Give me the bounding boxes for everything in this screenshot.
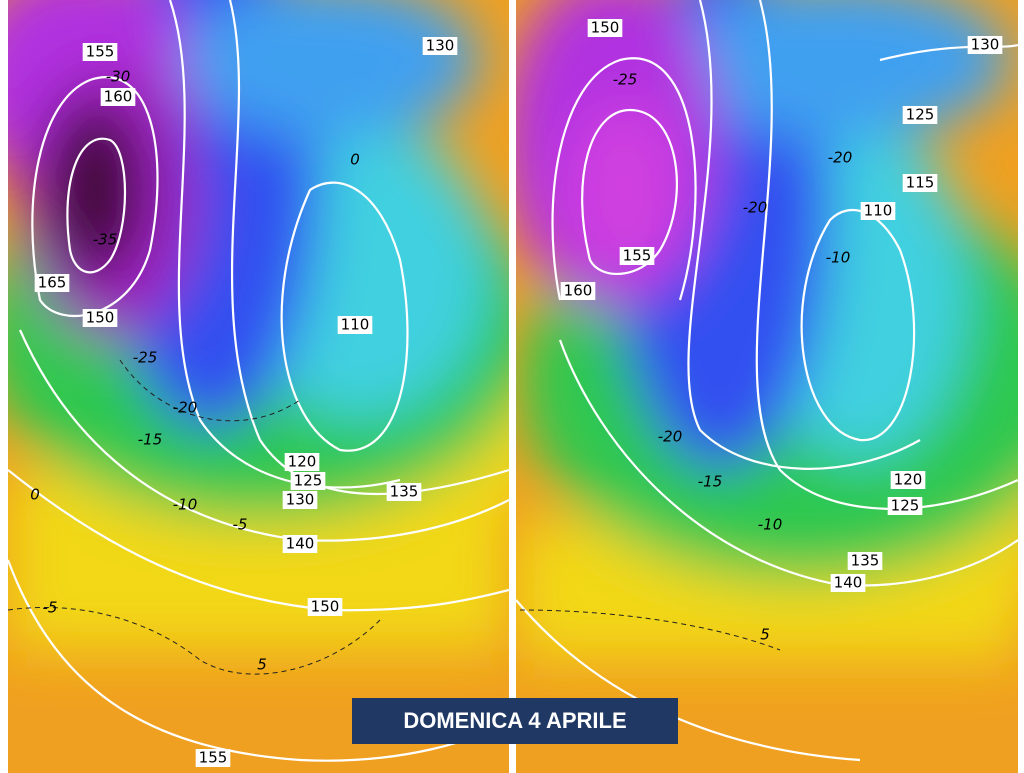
isotherm-label: -15 xyxy=(698,473,723,491)
contour-label: 115 xyxy=(906,174,935,192)
contour-label: 130 xyxy=(971,36,1000,54)
label-box xyxy=(195,749,231,767)
label-box xyxy=(619,247,655,265)
contour-label: 130 xyxy=(426,37,455,55)
contour-label: 155 xyxy=(199,749,228,767)
contour-label: 150 xyxy=(591,19,620,37)
contour-label: 130 xyxy=(286,491,315,509)
label-box xyxy=(890,471,926,489)
label-box xyxy=(307,598,343,616)
label-box xyxy=(82,309,118,327)
isotherm-label: 5 xyxy=(760,626,770,644)
label-box xyxy=(82,43,118,61)
isotherm-label: -10 xyxy=(758,516,783,534)
label-box xyxy=(422,37,458,55)
label-box xyxy=(282,535,318,553)
contour-label: 155 xyxy=(623,247,652,265)
isotherm-label: -5 xyxy=(43,599,58,617)
contour-label: 160 xyxy=(104,88,133,106)
contour-label: 125 xyxy=(891,497,920,515)
isotherm-label: -25 xyxy=(133,349,158,367)
contour-label: 120 xyxy=(894,471,923,489)
label-box xyxy=(100,88,136,106)
contour-label: 110 xyxy=(341,316,370,334)
contour-label: 160 xyxy=(564,282,593,300)
isotherm-label: -35 xyxy=(93,231,118,249)
isotherm-label: 0 xyxy=(350,151,360,169)
label-box xyxy=(847,552,883,570)
contour-label: 120 xyxy=(288,453,317,471)
isotherm-label: -10 xyxy=(826,249,851,267)
contour-label: 155 xyxy=(86,43,115,61)
contour-label: 140 xyxy=(834,574,863,592)
isotherm-label: 0 xyxy=(30,486,40,504)
label-box xyxy=(560,282,596,300)
isotherm-label: 5 xyxy=(257,656,267,674)
divider xyxy=(509,0,516,773)
caption: DOMENICA 4 APRILE xyxy=(403,708,626,733)
contour-label: 140 xyxy=(286,535,315,553)
contour-label: 135 xyxy=(851,552,880,570)
isotherm-label: -20 xyxy=(658,428,683,446)
isotherm-label: -30 xyxy=(106,68,131,86)
label-box xyxy=(830,574,866,592)
contour-label: 135 xyxy=(390,483,419,501)
contour-label: 150 xyxy=(311,598,340,616)
contour-label: 125 xyxy=(906,106,935,124)
label-box xyxy=(337,316,373,334)
contour-label: 165 xyxy=(38,274,67,292)
isotherm-label: -5 xyxy=(233,516,248,534)
isotherm-label: -25 xyxy=(613,71,638,89)
caption-box xyxy=(352,698,678,744)
label-box xyxy=(587,19,623,37)
contour-label: 125 xyxy=(294,472,323,490)
left-map xyxy=(8,0,509,773)
label-box xyxy=(967,36,1003,54)
isotherm-label: -15 xyxy=(138,431,163,449)
isotherm-label: -10 xyxy=(173,496,198,514)
label-box xyxy=(282,491,318,509)
label-box xyxy=(887,497,923,515)
label-box xyxy=(284,453,320,471)
label-box xyxy=(34,274,70,292)
label-box xyxy=(860,202,896,220)
isotherm-label: -20 xyxy=(173,399,198,417)
isotherm-label: -20 xyxy=(743,199,768,217)
label-box xyxy=(386,483,422,501)
label-box xyxy=(902,106,938,124)
label-box xyxy=(290,472,326,490)
contour-label: 150 xyxy=(86,309,115,327)
contour-label: 110 xyxy=(864,202,893,220)
right-map xyxy=(516,0,1018,773)
label-box xyxy=(902,174,938,192)
isotherm-label: -20 xyxy=(828,149,853,167)
